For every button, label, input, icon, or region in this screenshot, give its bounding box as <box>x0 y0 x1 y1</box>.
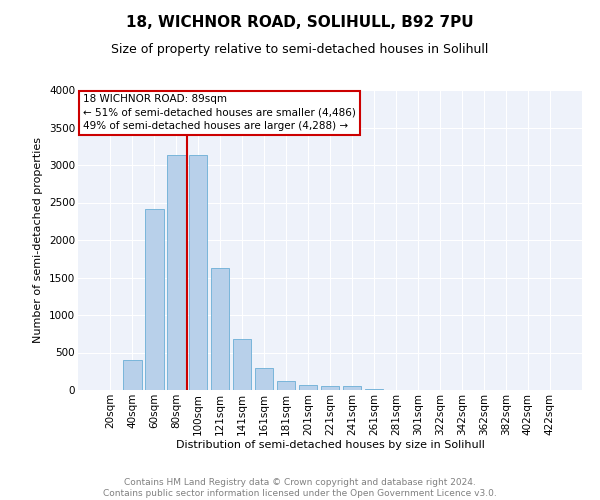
Bar <box>189 154 208 390</box>
Bar <box>277 381 295 390</box>
X-axis label: Distribution of semi-detached houses by size in Solihull: Distribution of semi-detached houses by … <box>176 440 484 450</box>
Bar <box>343 386 361 390</box>
Text: Size of property relative to semi-detached houses in Solihull: Size of property relative to semi-detach… <box>112 42 488 56</box>
Bar <box>299 385 317 390</box>
Bar <box>211 268 229 390</box>
Bar <box>123 360 142 390</box>
Bar <box>145 208 164 390</box>
Bar <box>233 339 251 390</box>
Bar <box>255 368 274 390</box>
Y-axis label: Number of semi-detached properties: Number of semi-detached properties <box>34 137 43 343</box>
Bar <box>167 154 185 390</box>
Bar <box>320 386 340 390</box>
Text: 18, WICHNOR ROAD, SOLIHULL, B92 7PU: 18, WICHNOR ROAD, SOLIHULL, B92 7PU <box>126 15 474 30</box>
Text: Contains HM Land Registry data © Crown copyright and database right 2024.
Contai: Contains HM Land Registry data © Crown c… <box>103 478 497 498</box>
Text: 18 WICHNOR ROAD: 89sqm
← 51% of semi-detached houses are smaller (4,486)
49% of : 18 WICHNOR ROAD: 89sqm ← 51% of semi-det… <box>83 94 356 131</box>
Bar <box>365 388 383 390</box>
